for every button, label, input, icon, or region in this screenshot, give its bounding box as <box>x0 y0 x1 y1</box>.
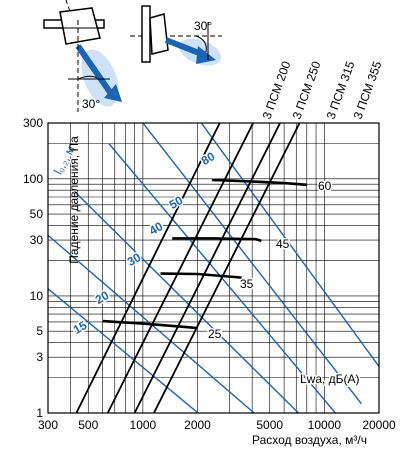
noise-lines <box>102 178 307 330</box>
throw-line <box>74 190 299 413</box>
y-tick-label: 30 <box>30 233 44 247</box>
noise-line-label: 45 <box>276 237 290 251</box>
y-tick-label: 1 <box>36 406 43 420</box>
x-tick-label: 500 <box>78 418 98 432</box>
y-tick-label: 100 <box>23 172 43 186</box>
y-tick-label: 300 <box>23 116 43 130</box>
series-line <box>106 123 254 413</box>
y-tick-label: 3 <box>36 350 43 364</box>
y-tick-label: 5 <box>36 324 43 338</box>
series-line <box>153 123 301 413</box>
outlet-diagram-vertical-icon: 30° <box>43 0 122 112</box>
throw-lines <box>48 123 379 413</box>
y-axis-label: Падение давления, Па <box>67 136 81 264</box>
series-line <box>133 123 281 413</box>
axis-ticks: 300 500 1000 2000 5000 10000 20000135103050100… <box>23 116 396 432</box>
noise-axis-label: Lwa, дБ(А) <box>300 372 360 386</box>
series-lines <box>75 123 301 413</box>
noise-line <box>172 237 262 243</box>
throw-line-label: 80 <box>199 149 218 168</box>
series-line <box>75 123 221 413</box>
x-tick-label: 1000 <box>130 418 157 432</box>
series-label: 3 ПСМ 250 <box>290 59 324 121</box>
noise-line-label: 60 <box>318 179 332 193</box>
series-label: 3 ПСМ 200 <box>260 59 294 121</box>
plot-frame <box>47 122 380 414</box>
noise-line <box>102 319 198 330</box>
diagram-angle-label-left: 30° <box>82 97 100 111</box>
y-tick-label: 50 <box>30 207 44 221</box>
x-tick-label: 20000 <box>362 418 396 432</box>
x-axis-label: Расход воздуха, м³/ч <box>252 433 367 447</box>
noise-line-label: 25 <box>208 327 222 341</box>
throw-line <box>48 288 200 413</box>
throw-line <box>142 123 362 405</box>
throw-line-label: 20 <box>93 288 112 307</box>
throw-line-label: 40 <box>147 219 166 238</box>
x-tick-label: 10000 <box>308 418 342 432</box>
throw-line-label: 30 <box>125 250 144 269</box>
noise-line <box>211 178 307 187</box>
noise-line <box>160 272 242 279</box>
x-tick-label: 300 <box>38 418 58 432</box>
diagram-angle-label-right: 30° <box>194 19 212 33</box>
noise-line-label: 35 <box>240 277 254 291</box>
x-tick-label: 5000 <box>256 418 283 432</box>
y-tick-label: 10 <box>30 289 44 303</box>
x-tick-label: 2000 <box>184 418 211 432</box>
outlet-diagram-horizontal-icon: 30° <box>130 5 222 66</box>
throw-line <box>200 123 379 367</box>
